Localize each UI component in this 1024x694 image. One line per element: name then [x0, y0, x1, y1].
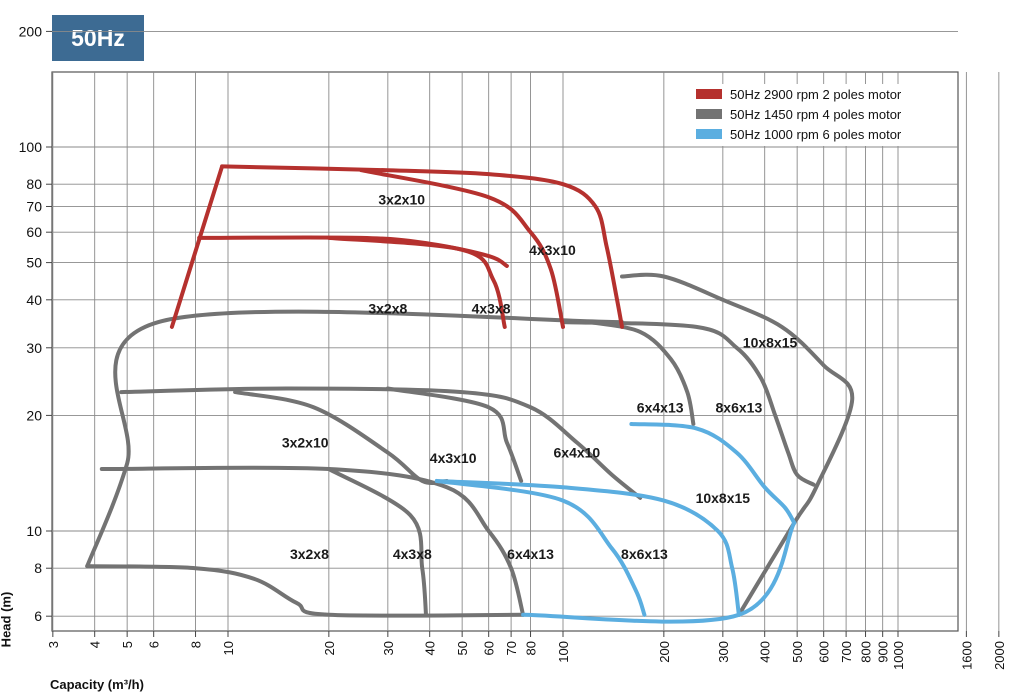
model-label-8x6x13-14: 8x6x13 — [621, 546, 668, 562]
model-label-6x4x10-9: 6x4x10 — [554, 445, 601, 461]
y-tick-label-80: 80 — [26, 176, 42, 192]
curve-2-poles-2 — [359, 168, 565, 329]
x-tick-label-1600: 1600 — [959, 641, 974, 670]
curve-4-poles-1 — [619, 272, 855, 617]
x-tick-label-50: 50 — [455, 641, 470, 655]
curve-4-poles-2 — [561, 320, 816, 487]
legend-label-6-poles: 50Hz 1000 rpm 6 poles motor — [730, 126, 902, 142]
y-tick-label-50: 50 — [26, 255, 42, 271]
plot-frame — [51, 71, 959, 632]
x-tick-label-700: 700 — [839, 641, 854, 663]
legend-label-4-poles: 50Hz 1450 rpm 4 poles motor — [730, 106, 902, 122]
x-axis-label: Capacity (m³/h) — [50, 677, 144, 692]
curve-4-poles-3 — [587, 320, 696, 426]
curve-4-poles-4 — [119, 386, 643, 500]
x-tick-label-3: 3 — [46, 641, 61, 648]
x-tick-label-6: 6 — [147, 641, 162, 648]
legend-swatch-4-poles — [696, 109, 722, 119]
y-axis-label: Head (m) — [0, 591, 14, 648]
y-tick-label-40: 40 — [26, 292, 42, 308]
x-tick-label-5: 5 — [120, 641, 135, 648]
model-label-10x8x15-10: 10x8x15 — [696, 490, 751, 506]
y-tick-label-60: 60 — [26, 224, 42, 240]
curve-4-poles-9 — [85, 564, 526, 618]
curve-6-poles-1 — [434, 478, 741, 617]
x-tick-label-70: 70 — [504, 641, 519, 655]
model-label-3x2x8-2: 3x2x8 — [368, 300, 407, 316]
y-tick-label-6: 6 — [34, 608, 42, 624]
x-tick-label-500: 500 — [790, 641, 805, 663]
x-tick-label-600: 600 — [817, 641, 832, 663]
x-tick-label-10: 10 — [221, 641, 236, 655]
x-tick-label-4: 4 — [88, 641, 103, 648]
x-tick-label-80: 80 — [524, 641, 539, 655]
model-label-4x3x8-12: 4x3x8 — [393, 546, 432, 562]
y-tick-label-8: 8 — [34, 560, 42, 576]
model-label-8x6x13-6: 8x6x13 — [716, 399, 763, 415]
curve-2-poles-0 — [169, 164, 225, 329]
y-tick-label-10: 10 — [26, 523, 42, 539]
legend: 50Hz 2900 rpm 2 poles motor 50Hz 1450 rp… — [690, 84, 946, 146]
legend-item-6-poles: 50Hz 1000 rpm 6 poles motor — [690, 124, 946, 144]
x-tick-label-30: 30 — [381, 641, 396, 655]
legend-item-4-poles: 50Hz 1450 rpm 4 poles motor — [690, 104, 946, 124]
curve-4-poles-7 — [99, 465, 526, 617]
model-label-6x4x13-13: 6x4x13 — [507, 546, 554, 562]
x-tick-label-400: 400 — [758, 641, 773, 663]
legend-label-2-poles: 50Hz 2900 rpm 2 poles motor — [730, 86, 902, 102]
x-tick-label-200: 200 — [657, 641, 672, 663]
curve-4-poles-0 — [85, 309, 624, 569]
model-label-6x4x13-5: 6x4x13 — [637, 399, 684, 415]
x-tick-label-100: 100 — [556, 641, 571, 663]
curve-6-poles-2 — [434, 478, 647, 617]
model-label-3x2x10-7: 3x2x10 — [282, 435, 329, 451]
frequency-badge: 50Hz — [52, 15, 144, 61]
curve-4-poles-8 — [326, 467, 429, 617]
y-tick-label-200: 200 — [19, 23, 43, 39]
curve-2-poles-4 — [326, 235, 507, 329]
x-tick-label-20: 20 — [322, 641, 337, 655]
legend-swatch-2-poles — [696, 89, 722, 99]
legend-item-2-poles: 50Hz 2900 rpm 2 poles motor — [690, 84, 946, 104]
x-tick-label-800: 800 — [859, 641, 874, 663]
curve-6-poles-3 — [629, 421, 797, 525]
curve-2-poles-1 — [220, 164, 624, 329]
x-tick-label-60: 60 — [482, 641, 497, 655]
x-tick-label-900: 900 — [876, 641, 891, 663]
curve-6-poles-0 — [521, 520, 797, 624]
model-label-4x3x8-3: 4x3x8 — [472, 300, 511, 316]
x-tick-label-8: 8 — [189, 641, 204, 648]
x-tick-label-40: 40 — [423, 641, 438, 655]
y-tick-label-30: 30 — [26, 340, 42, 356]
y-tick-label-70: 70 — [26, 198, 42, 214]
x-tick-label-300: 300 — [716, 641, 731, 663]
model-label-3x2x8-11: 3x2x8 — [290, 546, 329, 562]
model-label-10x8x15-4: 10x8x15 — [743, 334, 798, 350]
model-label-4x3x10-1: 4x3x10 — [529, 242, 576, 258]
y-tick-label-20: 20 — [26, 407, 42, 423]
curve-4-poles-6 — [385, 386, 524, 483]
y-tick-label-100: 100 — [19, 139, 43, 155]
x-tick-label-2000: 2000 — [992, 641, 1007, 670]
legend-swatch-6-poles — [696, 129, 722, 139]
model-label-4x3x10-8: 4x3x10 — [430, 450, 477, 466]
x-tick-label-1000: 1000 — [891, 641, 906, 670]
model-label-3x2x10-0: 3x2x10 — [378, 191, 425, 207]
